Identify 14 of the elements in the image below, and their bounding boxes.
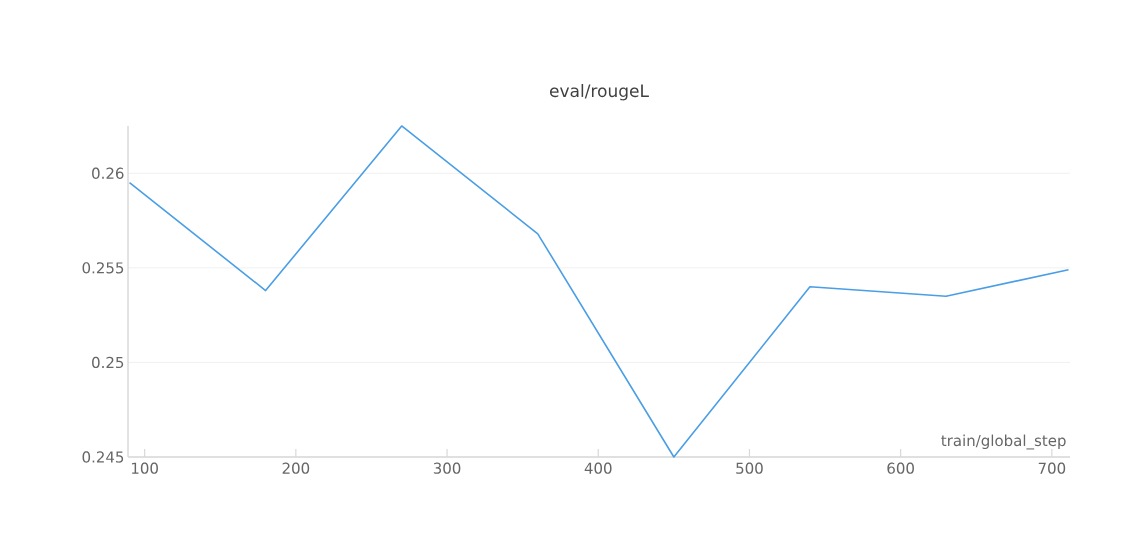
x-tick-label: 100 <box>131 462 158 474</box>
x-tick-label: 500 <box>736 462 763 474</box>
x-tick-label: 300 <box>433 462 461 474</box>
y-tick-label: 0.245 <box>82 451 124 463</box>
y-tick-label: 0.25 <box>92 356 124 369</box>
x-axis-title: train/global_step <box>941 434 1066 450</box>
line-series <box>128 125 1070 458</box>
x-tick-label: 200 <box>282 462 310 474</box>
x-tick-label: 700 <box>1038 462 1066 474</box>
x-tick-label: 600 <box>887 462 914 474</box>
chart-title: eval/rougeL <box>550 84 649 101</box>
x-tick-label: 400 <box>584 462 612 474</box>
y-tick-label: 0.26 <box>92 167 124 179</box>
y-tick-label: 0.255 <box>82 262 124 274</box>
